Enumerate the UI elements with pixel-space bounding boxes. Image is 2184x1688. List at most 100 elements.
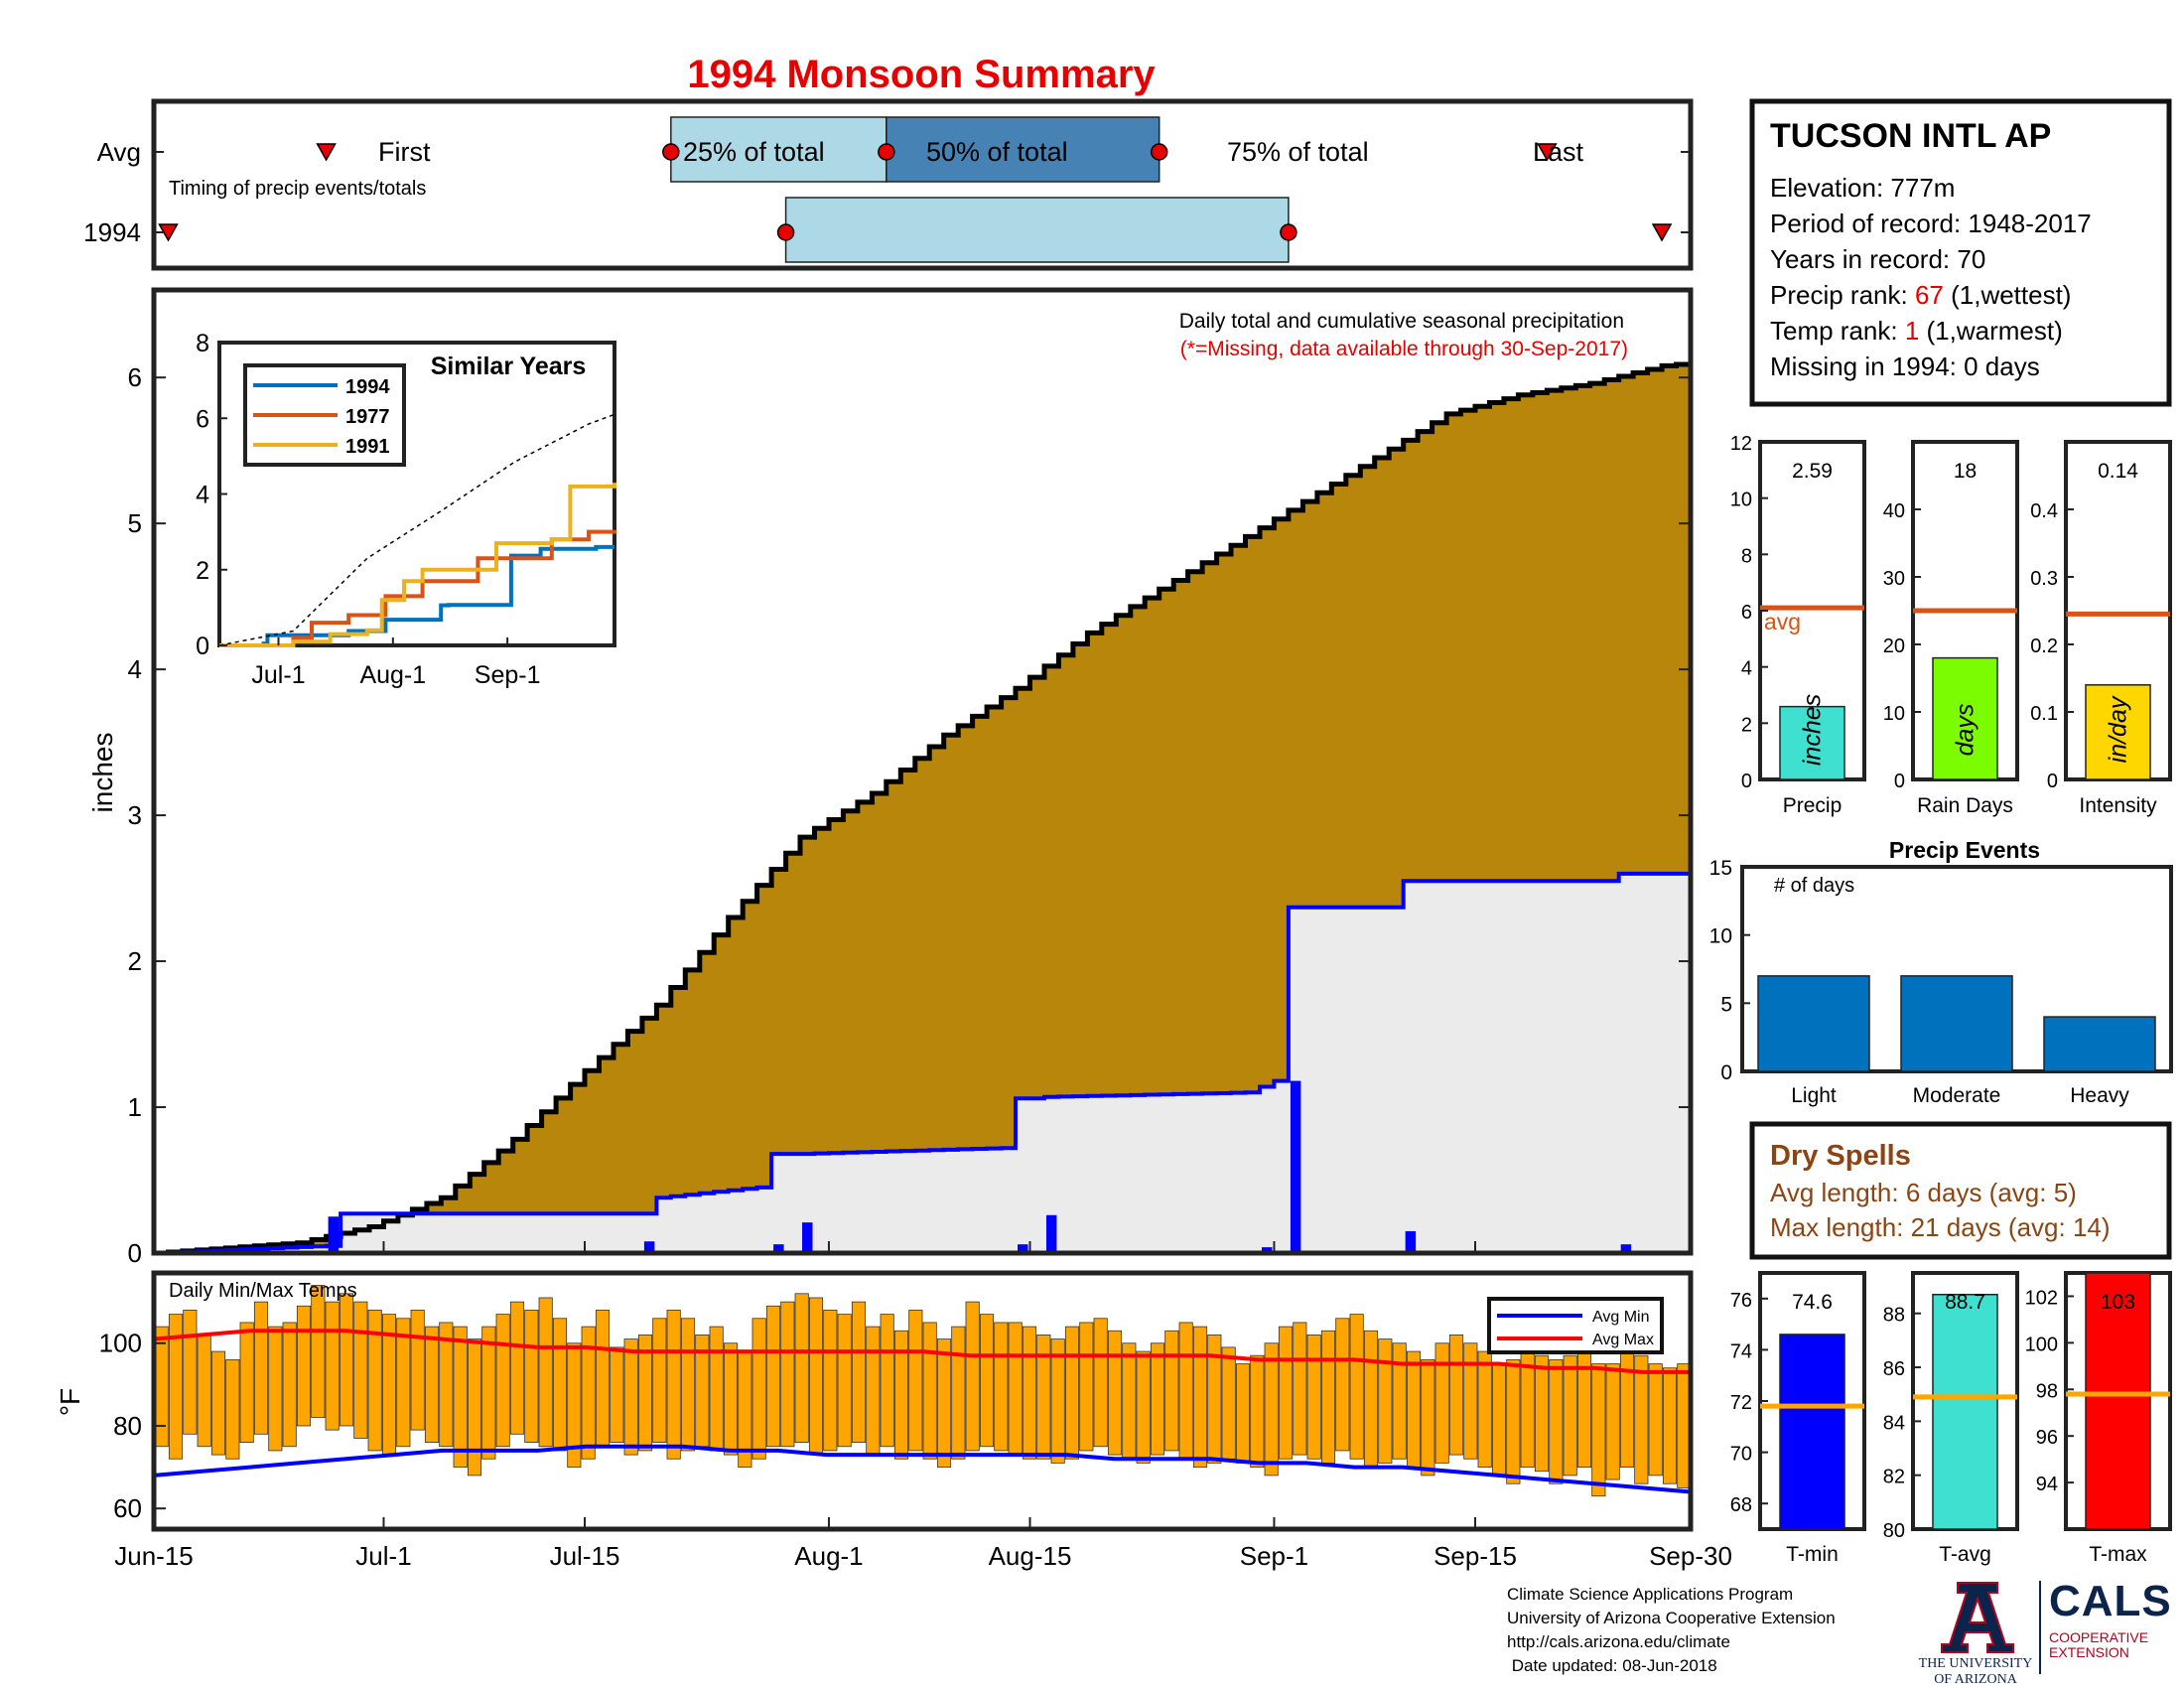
daily-temp-bar <box>851 1301 867 1444</box>
main-y-tick-label: 2 <box>128 946 142 976</box>
stat-y-tick-label: 20 <box>1883 635 1905 657</box>
daily-temp-bar <box>794 1293 809 1444</box>
daily-temp-bar <box>666 1310 681 1460</box>
stat-y-tick-label: 0 <box>1741 771 1752 792</box>
daily-temp-bar <box>637 1335 653 1452</box>
temp-panel-y-tick-label: 74 <box>1730 1340 1752 1362</box>
daily-temp-bar <box>922 1322 937 1460</box>
daily-temp-bar <box>1192 1326 1208 1468</box>
daily-temp-bar <box>723 1342 739 1456</box>
daily-temp-bar <box>1122 1342 1137 1460</box>
legend-avg-min: Avg Min <box>1592 1309 1650 1326</box>
timing-subtitle: Timing of precip events/totals <box>169 178 426 200</box>
daily-temp-bar <box>396 1318 411 1448</box>
dry-spells-box: Dry Spells Avg length: 6 days (avg: 5) M… <box>1749 1121 2172 1260</box>
daily-precip-bar <box>1261 1247 1273 1253</box>
daily-temp-bar <box>751 1318 766 1460</box>
date-x-tick-label: Jul-15 <box>550 1541 620 1571</box>
daily-precip-bar <box>1045 1214 1057 1253</box>
event-category-label: Light <box>1791 1084 1837 1107</box>
temp-panel-label: T-max <box>2089 1543 2147 1566</box>
daily-temp-bar <box>253 1301 269 1435</box>
daily-temp-bar <box>1264 1342 1279 1477</box>
main-chart-annotation: Daily total and cumulative seasonal prec… <box>1179 310 1624 333</box>
ua-logo-text-2: OF ARIZONA <box>1934 1672 2017 1687</box>
inset-y-tick-label: 0 <box>196 633 209 660</box>
station-temp-rank: Temp rank: 1 (1,warmest) <box>1770 316 2063 346</box>
daily-temp-bar <box>595 1310 611 1448</box>
station-missing: Missing in 1994: 0 days <box>1770 352 2040 381</box>
daily-temp-bar <box>1306 1335 1321 1460</box>
stat-panel-label: Intensity <box>2079 794 2157 817</box>
avg-max-line <box>153 1329 1691 1374</box>
stat-y-tick-label: 12 <box>1730 433 1752 455</box>
daily-temp-bar <box>509 1301 525 1435</box>
daily-temp-bar <box>567 1342 582 1468</box>
year-cumulative-area <box>154 873 1691 1253</box>
stat-value-label: 0.14 <box>2098 460 2138 483</box>
precip-events-chart: Precip Events Light Moderate Heavy 0 5 10 15 #… <box>1709 837 2173 1107</box>
daily-temp-bar <box>1534 1354 1550 1473</box>
daily-temp-bar <box>325 1301 340 1431</box>
daily-temp-bar <box>1235 1363 1251 1464</box>
inset-x-tick-label: Jul-1 <box>251 661 305 689</box>
university-of-arizona-logo: THE UNIVERSITY OF ARIZONA <box>1916 1577 2035 1688</box>
daily-temp-bar <box>467 1338 482 1477</box>
daily-temp-bar <box>197 1335 211 1448</box>
figure-title: 1994 Monsoon Summary <box>687 53 1156 96</box>
precip-rank-value: 67 <box>1915 280 1944 310</box>
avg-last-marker-icon <box>1537 143 1558 162</box>
daily-temp-bar <box>1506 1358 1521 1484</box>
date-x-tick-label: Sep-15 <box>1433 1541 1517 1571</box>
daily-temp-bar <box>1662 1367 1678 1484</box>
cals-logo: CALS COOPERATIVE EXTENSION <box>2049 1577 2171 1660</box>
daily-temp-bar <box>495 1314 510 1448</box>
daily-precip-bar <box>773 1244 784 1253</box>
ua-logo-text-1: THE UNIVERSITY <box>1918 1656 2033 1671</box>
daily-temp-bar <box>1421 1358 1435 1477</box>
stat-y-tick-label: 0.2 <box>2030 635 2058 657</box>
main-y-tick-label: 3 <box>128 800 142 830</box>
daily-temp-bar <box>1378 1338 1393 1464</box>
daily-temp-bar <box>951 1326 966 1460</box>
timing-boxes <box>154 116 1691 263</box>
cals-logo-sub-1: COOPERATIVE <box>2049 1629 2149 1645</box>
daily-temp-bar <box>453 1326 468 1468</box>
event-y-tick-label: 15 <box>1709 857 1732 880</box>
daily-temp-bar <box>296 1305 312 1427</box>
daily-temp-bar <box>709 1326 724 1452</box>
daily-precip-bar <box>1405 1230 1417 1253</box>
daily-temp-bar <box>1207 1335 1222 1464</box>
inset-plot: 0 2 4 6 8 Jul-1 Aug-1 Sep-1 <box>196 330 616 689</box>
precip-events-title: Precip Events <box>1889 837 2040 863</box>
event-y-tick-label: 10 <box>1709 925 1732 948</box>
daily-temp-bar <box>538 1297 553 1448</box>
temp-panel-y-tick-label: 70 <box>1730 1444 1752 1466</box>
daily-temp-bar <box>1293 1322 1307 1456</box>
daily-temp-bar <box>239 1322 254 1444</box>
daily-temp-bar <box>1022 1326 1037 1460</box>
inset-x-tick-label: Sep-1 <box>475 661 541 689</box>
avg-50-75-box <box>886 116 1160 183</box>
daily-temp-bar <box>1477 1350 1492 1468</box>
stat-y-tick-label: 4 <box>1741 658 1752 680</box>
daily-temp-bar <box>581 1326 596 1460</box>
station-years: Years in record: 70 <box>1770 244 1985 274</box>
footer-line-url[interactable]: http://cals.arizona.edu/climate <box>1507 1632 1730 1651</box>
precip-events-ylabel: # of days <box>1774 875 1854 897</box>
daily-temp-bar <box>1648 1363 1663 1477</box>
stat-y-tick-label: 2 <box>1741 714 1752 736</box>
daily-temp-bar <box>1320 1330 1336 1464</box>
station-precip-rank: Precip rank: 67 (1,wettest) <box>1770 280 2071 310</box>
year-cumulative-line <box>154 871 1691 1255</box>
daily-temp-bar <box>1036 1335 1051 1460</box>
stat-y-tick-label: 8 <box>1741 545 1752 567</box>
main-y-tick-label: 0 <box>128 1238 142 1268</box>
inset-legend: 1994 1977 1991 <box>243 363 406 467</box>
daily-temp-bar <box>524 1310 539 1444</box>
temp-legend: Avg Min Avg Max <box>1487 1297 1664 1354</box>
daily-temp-bar <box>1634 1354 1649 1484</box>
stat-y-tick-label: 0 <box>1894 771 1905 792</box>
main-y-tick-label: 6 <box>128 362 142 392</box>
main-y-tick-label: 1 <box>128 1092 142 1122</box>
